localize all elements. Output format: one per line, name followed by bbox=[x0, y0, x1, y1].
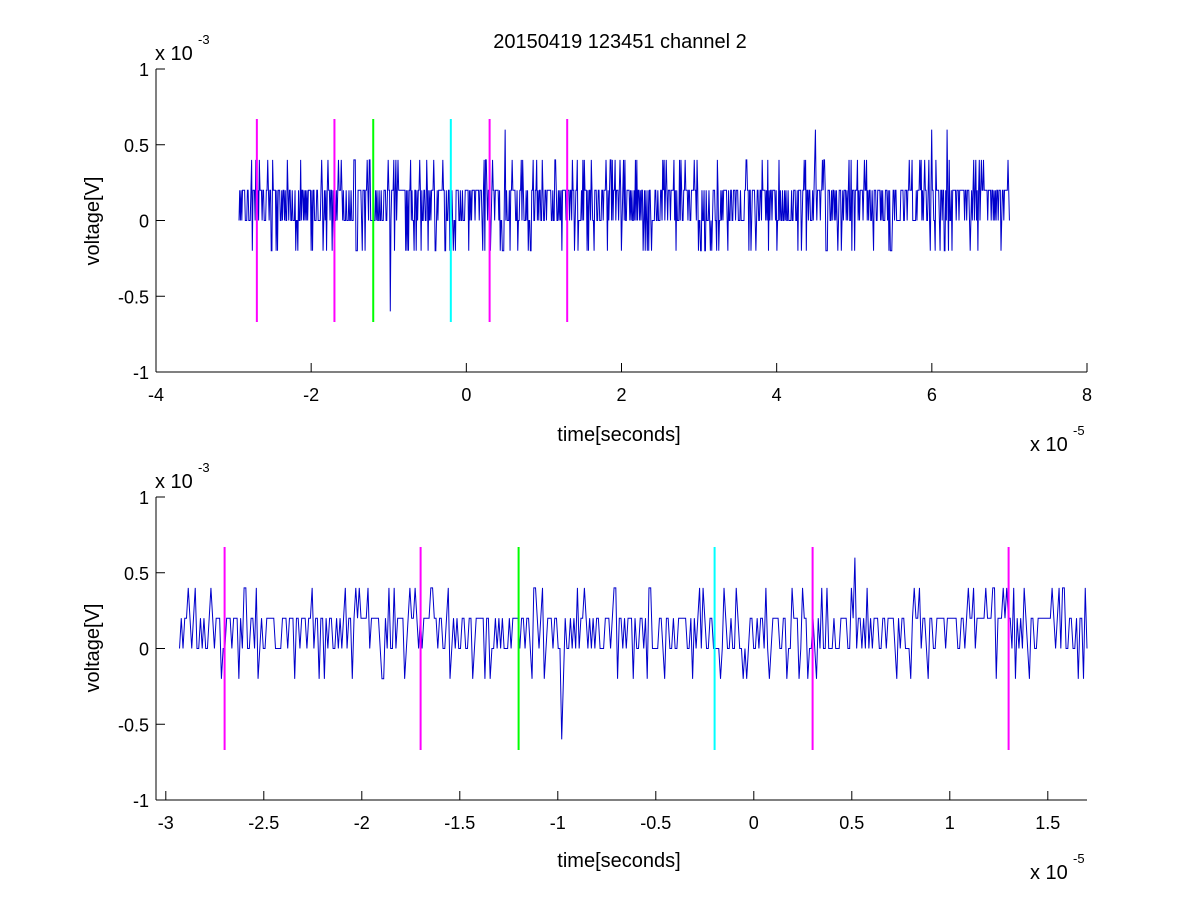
top-y-tick-label: -1 bbox=[133, 363, 149, 383]
top-x-tick-label: 2 bbox=[616, 385, 626, 405]
bottom-x-multiplier-base: x 10 bbox=[1030, 862, 1068, 884]
bottom-subplot-y-multiplier: x 10 -3 bbox=[155, 460, 210, 493]
bottom-x-tick-label: 0.5 bbox=[839, 813, 864, 833]
bottom-x-tick-label: -3 bbox=[158, 813, 174, 833]
bottom-x-tick-label: 0 bbox=[749, 813, 759, 833]
bottom-x-tick-label: -2 bbox=[354, 813, 370, 833]
top-y-tick-label: 1 bbox=[139, 60, 149, 80]
top-x-tick-label: 6 bbox=[927, 385, 937, 405]
bottom-x-tick-label: -2.5 bbox=[248, 813, 279, 833]
top-subplot-x-multiplier: x 10 -5 bbox=[1030, 423, 1085, 456]
top-y-tick-label: 0 bbox=[139, 212, 149, 232]
top-y-tick-label: -0.5 bbox=[118, 287, 149, 307]
top-y-multiplier-exp: -3 bbox=[198, 32, 210, 47]
bottom-x-multiplier-exp: -5 bbox=[1073, 851, 1085, 866]
bottom-y-tick-label: 1 bbox=[139, 488, 149, 508]
top-x-tick-label: -2 bbox=[303, 385, 319, 405]
top-y-multiplier-base: x 10 bbox=[155, 43, 193, 65]
top-y-tick-label: 0.5 bbox=[124, 136, 149, 156]
top-signal-trace bbox=[238, 129, 1010, 312]
top-x-tick-label: 8 bbox=[1082, 385, 1092, 405]
top-x-tick-label: 0 bbox=[461, 385, 471, 405]
bottom-x-tick-label: 1 bbox=[945, 813, 955, 833]
bottom-y-multiplier-exp: -3 bbox=[198, 460, 210, 475]
top-x-multiplier-exp: -5 bbox=[1073, 423, 1085, 438]
bottom-y-tick-label: -1 bbox=[133, 791, 149, 811]
top-subplot-y-multiplier: x 10 -3 bbox=[155, 32, 210, 65]
top-x-axis-title: time[seconds] bbox=[557, 424, 680, 446]
bottom-y-tick-label: -0.5 bbox=[118, 715, 149, 735]
top-y-axis-title: voltage[V] bbox=[82, 177, 104, 266]
top-x-tick-label: 4 bbox=[772, 385, 782, 405]
bottom-y-axis-title: voltage[V] bbox=[82, 604, 104, 693]
bottom-x-tick-label: -1 bbox=[550, 813, 566, 833]
bottom-signal-trace bbox=[179, 557, 1088, 740]
bottom-x-tick-label: -1.5 bbox=[444, 813, 475, 833]
top-x-tick-label: -4 bbox=[148, 385, 164, 405]
chart-title: 20150419 123451 channel 2 bbox=[493, 31, 747, 53]
top-x-multiplier-base: x 10 bbox=[1030, 434, 1068, 456]
bottom-subplot: x 10 -3 x 10 -5 time[seconds] voltage[V]… bbox=[82, 460, 1088, 884]
top-subplot: x 10 -3 x 10 -5 time[seconds] voltage[V]… bbox=[82, 32, 1092, 456]
bottom-x-tick-label: -0.5 bbox=[640, 813, 671, 833]
bottom-subplot-x-multiplier: x 10 -5 bbox=[1030, 851, 1085, 884]
bottom-x-tick-label: 1.5 bbox=[1035, 813, 1060, 833]
bottom-x-axis-title: time[seconds] bbox=[557, 850, 680, 872]
bottom-y-tick-label: 0 bbox=[139, 640, 149, 660]
bottom-y-multiplier-base: x 10 bbox=[155, 471, 193, 493]
bottom-y-tick-label: 0.5 bbox=[124, 564, 149, 584]
